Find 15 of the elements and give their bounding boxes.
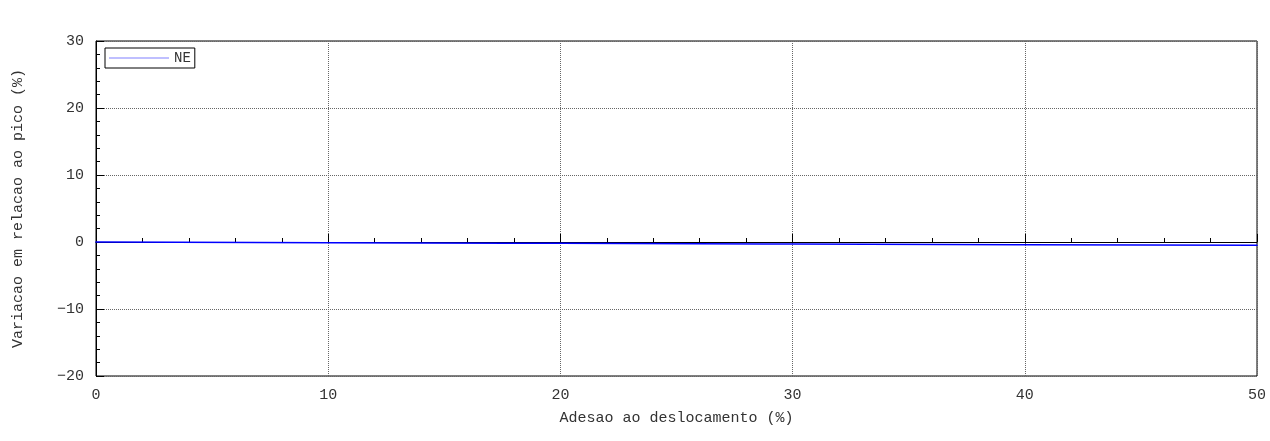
x-tick-label: 40 <box>1015 387 1034 404</box>
y-tick-label: 20 <box>65 99 84 117</box>
x-axis-title: Adesao ao deslocamento (%) <box>559 410 794 427</box>
legend-label: NE <box>174 50 191 66</box>
x-tick-label: 0 <box>91 387 101 404</box>
x-tick-label: 30 <box>783 387 802 404</box>
x-tick-label: 50 <box>1247 387 1267 404</box>
x-tick-label: 10 <box>319 387 338 404</box>
y-tick-label: −10 <box>56 300 84 318</box>
x-tick-label: 20 <box>551 387 570 404</box>
y-tick-label: 10 <box>65 166 84 184</box>
y-tick-label: −20 <box>56 367 84 385</box>
y-axis-title: Variacao em relacao ao pico (%) <box>10 68 27 349</box>
y-tick-label: 30 <box>65 32 84 50</box>
y-tick-label: 0 <box>74 233 84 251</box>
